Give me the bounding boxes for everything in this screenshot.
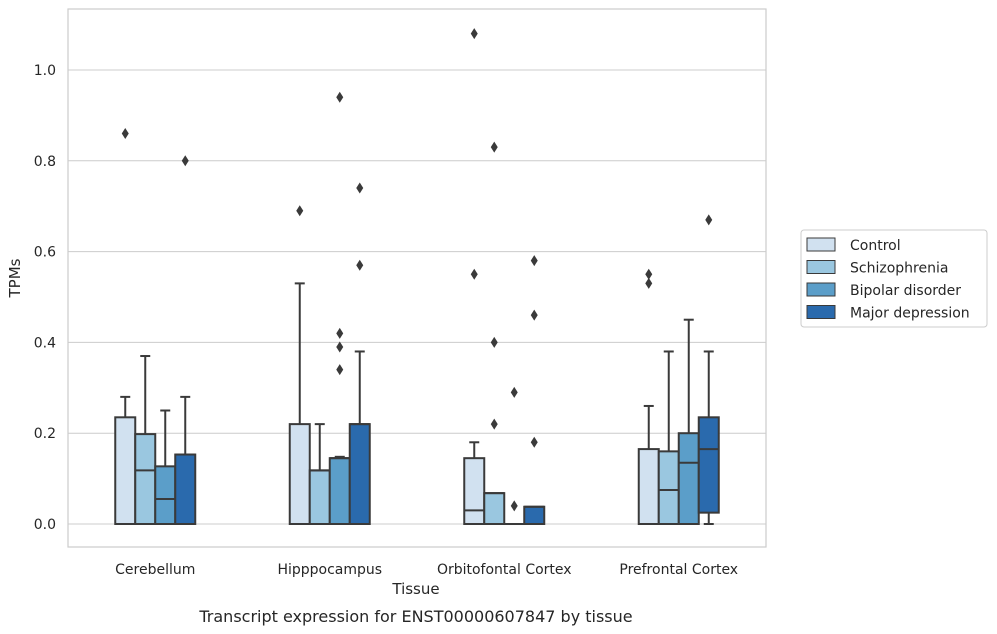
box-body: [174, 453, 197, 525]
outlier-point: [510, 500, 518, 512]
y-tick-label: 1.0: [34, 63, 56, 79]
box-3-1: [657, 350, 680, 525]
legend-label: Bipolar disorder: [850, 283, 961, 299]
outlier-point: [510, 386, 518, 398]
x-axis-label: Tissue: [391, 580, 439, 598]
outlier-point: [336, 364, 344, 376]
box-body: [523, 505, 546, 525]
box-2-2: [503, 386, 526, 526]
x-tick-label: Hipppocampus: [277, 562, 382, 578]
outlier-point: [181, 155, 189, 167]
box-3-3: [697, 214, 720, 525]
outlier-point: [490, 141, 498, 153]
box-body: [637, 448, 660, 525]
box-1-3: [348, 182, 371, 525]
y-tick-label: 0.0: [34, 517, 56, 533]
box-body: [288, 423, 311, 525]
outlier-point: [470, 28, 478, 40]
box-body: [348, 423, 371, 525]
box-body: [483, 492, 506, 525]
outlier-point: [336, 341, 344, 353]
outlier-point: [645, 277, 653, 289]
box-body: [114, 416, 137, 525]
legend-label: Major depression: [850, 306, 970, 322]
box-body: [134, 433, 157, 525]
outlier-point: [490, 336, 498, 348]
x-tick-label: Cerebellum: [115, 562, 195, 578]
box-0-3: [174, 155, 197, 525]
outlier-point: [705, 214, 713, 226]
outlier-point: [530, 436, 538, 448]
axes: 0.0 0.2 0.4 0.6 0.8 1.0 Cerebellum Hipppocampus…: [34, 8, 767, 578]
box-body: [154, 465, 177, 526]
legend-swatch: [806, 305, 836, 319]
outlier-point: [470, 268, 478, 280]
box-3-2: [677, 318, 700, 526]
y-tick-label: 0.6: [34, 245, 56, 261]
box-2-1: [483, 141, 506, 525]
box-body: [463, 457, 486, 526]
legend-label: Control: [850, 238, 901, 254]
x-tick-label: Orbitofontal Cortex: [437, 562, 572, 578]
box-1-0: [288, 205, 311, 525]
outlier-point: [645, 268, 653, 280]
box-0-2: [154, 409, 177, 526]
box-1-1: [308, 423, 331, 526]
outlier-point: [490, 418, 498, 430]
outlier-point: [530, 255, 538, 267]
box-body: [697, 416, 720, 514]
chart-caption: Transcript expression for ENST0000060784…: [198, 607, 632, 626]
outlier-point: [296, 205, 304, 217]
outlier-point: [356, 182, 364, 194]
box-body: [328, 457, 351, 526]
box-body: [677, 432, 700, 526]
box-1-2: [328, 91, 351, 526]
outlier-point: [530, 309, 538, 321]
x-tick-label: Prefrontal Cortex: [619, 562, 738, 578]
box-body: [308, 469, 331, 526]
legend-swatch: [806, 282, 836, 297]
plot-frame: [67, 8, 767, 548]
y-tick-label: 0.8: [34, 154, 56, 170]
outlier-point: [356, 259, 364, 271]
y-tick-label: 0.2: [34, 426, 56, 442]
box-0-0: [114, 128, 137, 525]
box-2-0: [463, 28, 486, 526]
box-body: [657, 450, 680, 525]
legend-swatch: [806, 260, 836, 274]
outlier-point: [336, 91, 344, 103]
boxes: [114, 28, 720, 526]
outlier-point: [336, 327, 344, 339]
box-3-0: [637, 268, 660, 525]
legend-swatch: [806, 237, 836, 252]
legend-frame: [800, 229, 988, 328]
y-tick-label: 0.4: [34, 335, 56, 351]
y-axis-label: TPMs: [6, 258, 24, 298]
legend: Control Schizophrenia Bipolar disorder Majo…: [800, 229, 988, 328]
box-2-3: [523, 255, 546, 525]
legend-label: Schizophrenia: [850, 261, 948, 277]
box-0-1: [134, 355, 157, 525]
outlier-point: [121, 128, 129, 140]
